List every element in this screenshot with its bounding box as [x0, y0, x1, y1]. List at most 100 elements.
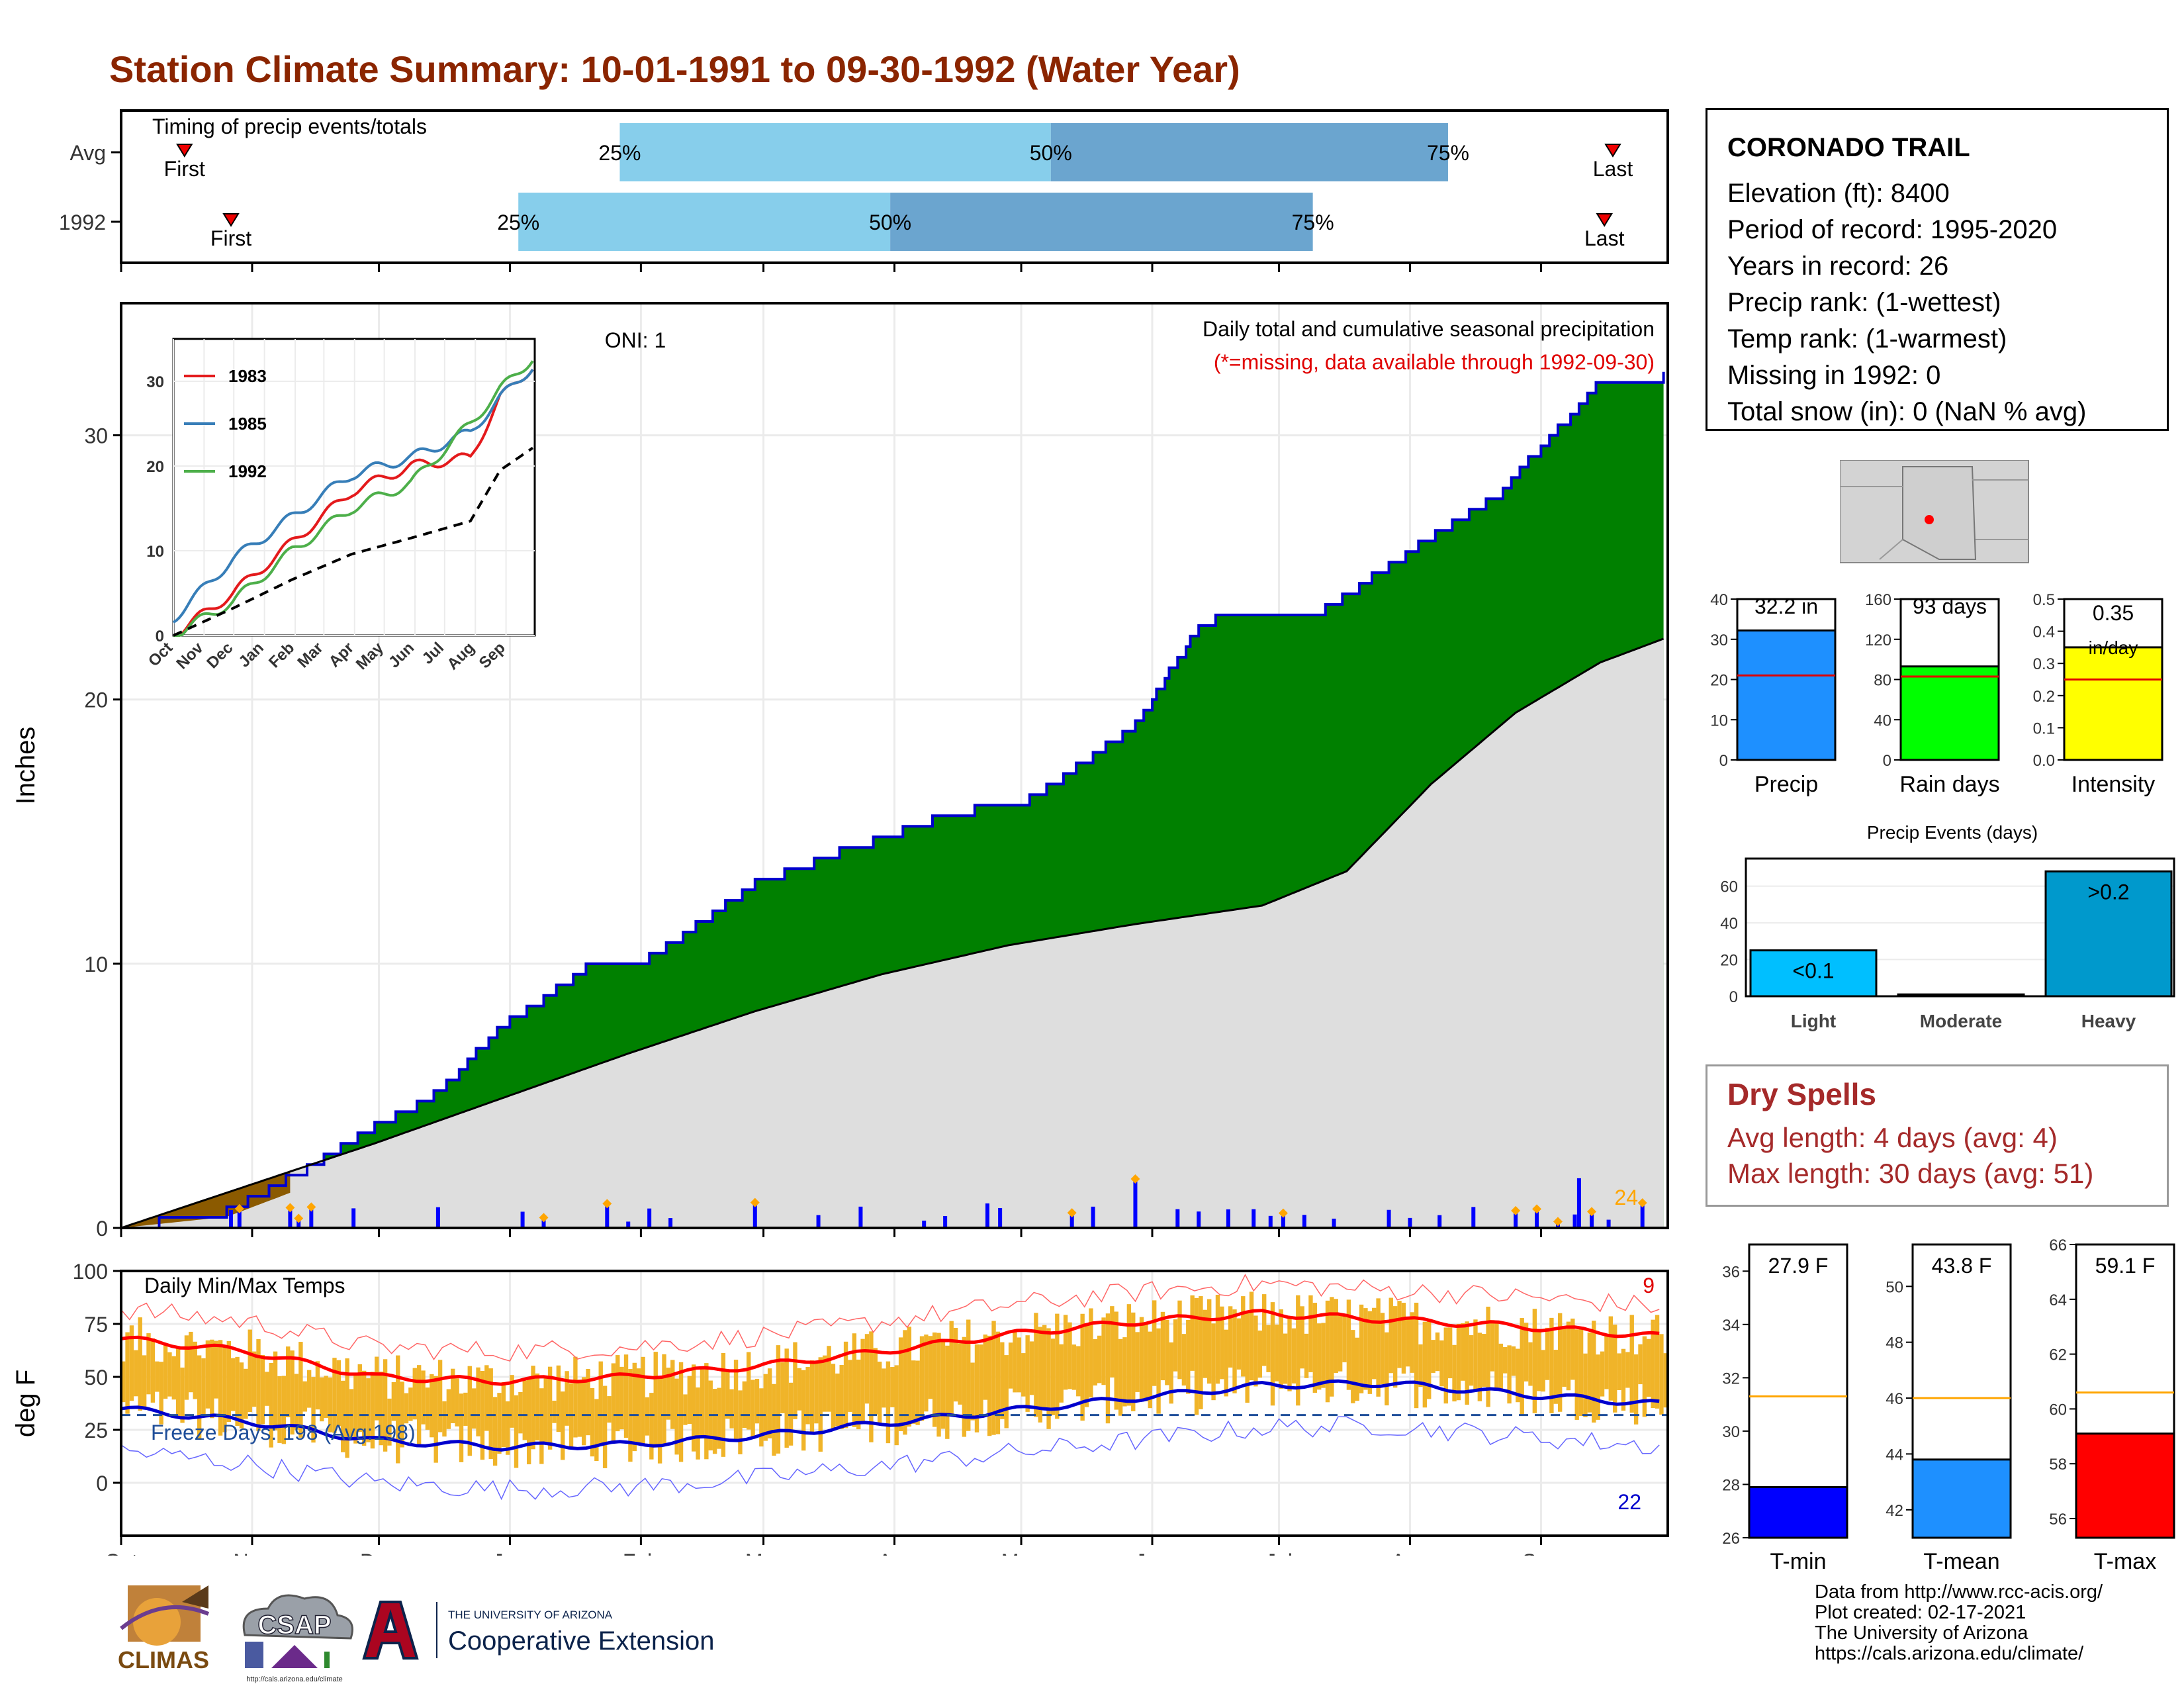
daily-temp-bar: [831, 1364, 836, 1430]
daily-temp-bar: [623, 1354, 629, 1438]
oni-label: ONI: 1: [605, 328, 666, 352]
daily-precip-marker: [750, 1197, 760, 1207]
daily-temp-bar: [171, 1356, 177, 1400]
daily-temp-bar: [298, 1342, 303, 1438]
daily-temp-bar: [666, 1368, 671, 1420]
timing-pct-label: 25%: [598, 141, 641, 165]
daily-temp-bar: [911, 1360, 916, 1424]
daily-temp-bar: [1562, 1326, 1567, 1387]
daily-temp-bar: [565, 1371, 569, 1426]
daily-temp-bar: [1257, 1331, 1263, 1378]
inset-series-line: [172, 369, 534, 624]
timing-last-label: Last: [1593, 157, 1633, 181]
daily-temp-bar: [869, 1331, 874, 1442]
daily-temp-bar: [611, 1363, 616, 1441]
daily-temp-bar: [556, 1365, 561, 1432]
daily-precip-marker: [1511, 1205, 1521, 1215]
daily-temp-bar: [129, 1325, 134, 1401]
daily-temp-bar: [814, 1360, 819, 1424]
daily-precip-marker: [1637, 1198, 1647, 1208]
daily-temp-bar: [1363, 1308, 1368, 1390]
daily-temp-bar: [1101, 1317, 1106, 1385]
page-title: Station Climate Summary: 10-01-1991 to 0…: [109, 48, 1240, 90]
daily-temp-bar: [1165, 1319, 1169, 1385]
daily-temp-bar: [852, 1333, 857, 1427]
daily-temp-bar: [1300, 1306, 1304, 1369]
daily-temp-bar: [416, 1365, 422, 1444]
daily-temp-bar: [442, 1401, 447, 1437]
temp-y-axis-label: deg F: [11, 1370, 40, 1437]
daily-temp-bar: [974, 1344, 979, 1432]
timing-pct-label: 25%: [497, 211, 539, 234]
summary-y-tick-label: 0.4: [2033, 624, 2055, 641]
daily-temp-bar: [1545, 1327, 1550, 1380]
daily-temp-bar: [222, 1345, 227, 1432]
temp-bar-y-tick-label: 58: [2049, 1456, 2067, 1474]
daily-temp-bar: [1215, 1294, 1220, 1384]
daily-precip-bar: [1281, 1215, 1285, 1228]
daily-temp-bar: [1114, 1311, 1118, 1410]
daily-temp-bar: [637, 1368, 641, 1444]
daily-temp-bar: [1524, 1323, 1529, 1382]
daily-temp-bar: [176, 1348, 181, 1418]
daily-temp-bar: [641, 1356, 645, 1446]
daily-temp-bar: [1414, 1302, 1419, 1409]
daily-temp-bar: [1342, 1315, 1347, 1362]
daily-temp-bar: [1473, 1319, 1478, 1391]
timing-label: Timing of precip events/totals: [152, 115, 427, 138]
daily-temp-bar: [1203, 1309, 1208, 1378]
daily-precip-marker: [1130, 1174, 1140, 1184]
daily-temp-bar: [751, 1380, 755, 1438]
daily-temp-bar: [1050, 1338, 1056, 1415]
daily-temp-bar: [1359, 1304, 1364, 1393]
daily-temp-bar: [1093, 1339, 1097, 1385]
daily-temp-bar: [1372, 1307, 1377, 1380]
daily-temp-bar: [315, 1361, 320, 1410]
dry-spells-box: Dry Spells Avg length: 4 days (avg: 4) M…: [1706, 1064, 2169, 1207]
summary-unit-label: in/day: [2089, 637, 2138, 658]
daily-temp-bar: [518, 1391, 523, 1434]
inset-legend-label: 1983: [228, 366, 267, 386]
daily-temp-bar: [1199, 1296, 1203, 1409]
temp-bar-y-tick-label: 34: [1722, 1317, 1740, 1335]
daily-temp-bar: [1528, 1342, 1533, 1386]
daily-temp-bar: [218, 1340, 223, 1436]
daily-temp-bar: [349, 1389, 354, 1437]
daily-temp-bar: [526, 1377, 531, 1465]
daily-temp-bar: [1110, 1306, 1115, 1378]
daily-temp-bar: [1097, 1335, 1102, 1383]
daily-temp-bar: [1380, 1313, 1385, 1385]
summary-y-tick-label: 0.3: [2033, 655, 2055, 673]
summary-y-tick-label: 20: [1710, 672, 1728, 690]
temp-bar-label: T-mean: [1923, 1549, 1999, 1574]
daily-precip-bar: [1302, 1215, 1306, 1228]
daily-temp-bar: [1351, 1330, 1355, 1403]
events-bar-label: <0.1: [1792, 959, 1834, 983]
daily-precip-bar: [1606, 1219, 1611, 1228]
daily-temp-bar: [1224, 1329, 1228, 1397]
daily-temp-bar: [1152, 1300, 1157, 1386]
timing-bar-q2: [518, 193, 891, 251]
inset-legend-label: 1992: [228, 461, 267, 481]
daily-temp-bar: [1173, 1319, 1178, 1372]
daily-temp-bar: [979, 1344, 983, 1415]
daily-temp-bar: [1135, 1332, 1140, 1392]
daily-temp-bar: [1456, 1323, 1461, 1401]
daily-temp-bar: [573, 1356, 578, 1438]
daily-temp-bar: [437, 1360, 443, 1432]
timing-pct-label: 50%: [1030, 141, 1072, 165]
daily-temp-bar: [805, 1366, 810, 1425]
summary-y-tick-label: 120: [1865, 632, 1891, 649]
timing-pct-label: 75%: [1427, 141, 1469, 165]
daily-temp-bar: [341, 1380, 345, 1452]
daily-temp-bar: [657, 1377, 662, 1464]
daily-temp-bar: [822, 1355, 827, 1412]
timing-last-label: Last: [1584, 226, 1625, 250]
daily-temp-bar: [1583, 1353, 1588, 1417]
summary-bar-label: Intensity: [2071, 772, 2156, 797]
daily-temp-bar: [1625, 1352, 1630, 1388]
daily-temp-bar: [594, 1399, 599, 1462]
daily-temp-bar: [180, 1367, 185, 1423]
avg-min-line: [120, 1379, 1660, 1452]
daily-temp-bar: [1004, 1355, 1009, 1429]
